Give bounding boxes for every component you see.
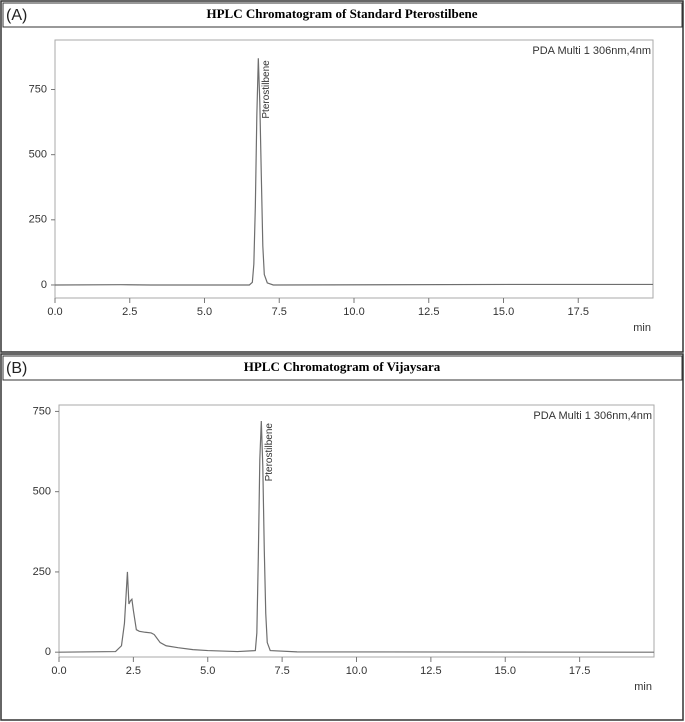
y-tick-label: 0 — [45, 646, 51, 658]
x-tick-label: 5.0 — [200, 665, 215, 677]
x-tick-label: 17.5 — [569, 665, 590, 677]
annotation: PDA Multi 1 306nm,4nm — [533, 410, 652, 422]
peak-label: Pterostilbene — [264, 423, 275, 482]
x-tick-label: 7.5 — [272, 306, 287, 318]
chromatogram-line — [54, 58, 653, 286]
title-bar — [2, 355, 683, 381]
panel-frame — [0, 353, 684, 721]
x-axis-label: min — [634, 681, 652, 693]
panel-frame — [0, 0, 684, 353]
y-tick-label: 750 — [33, 405, 51, 417]
x-tick-label: 7.5 — [274, 665, 289, 677]
y-tick-label: 750 — [29, 83, 47, 95]
x-tick-label: 12.5 — [420, 665, 441, 677]
x-tick-label: 0.0 — [47, 306, 62, 318]
x-tick-label: 17.5 — [568, 306, 589, 318]
chromatogram-line — [58, 421, 655, 653]
chart-title: HPLC Chromatogram of Standard Pterostilb… — [206, 6, 477, 21]
panel-label: (B) — [6, 360, 27, 377]
x-tick-label: 15.0 — [495, 665, 516, 677]
title-bar — [2, 2, 683, 28]
x-axis-label: min — [633, 322, 651, 334]
y-tick-label: 500 — [33, 486, 51, 498]
plot-area — [54, 39, 654, 299]
x-tick-label: 12.5 — [418, 306, 439, 318]
x-tick-label: 10.0 — [343, 306, 364, 318]
x-tick-label: 5.0 — [197, 306, 212, 318]
peak-label: Pterostilbene — [261, 60, 272, 119]
chart-title: HPLC Chromatogram of Vijaysara — [244, 359, 441, 374]
x-tick-label: 2.5 — [122, 306, 137, 318]
plot-area — [58, 404, 655, 658]
x-tick-label: 15.0 — [493, 306, 514, 318]
y-tick-label: 250 — [29, 214, 47, 226]
x-tick-label: 0.0 — [51, 665, 66, 677]
y-tick-label: 0 — [41, 279, 47, 291]
y-tick-label: 250 — [33, 566, 51, 578]
annotation: PDA Multi 1 306nm,4nm — [532, 45, 651, 57]
x-tick-label: 2.5 — [126, 665, 141, 677]
panel-label: (A) — [6, 7, 27, 24]
x-tick-label: 10.0 — [346, 665, 367, 677]
y-tick-label: 500 — [29, 149, 47, 161]
